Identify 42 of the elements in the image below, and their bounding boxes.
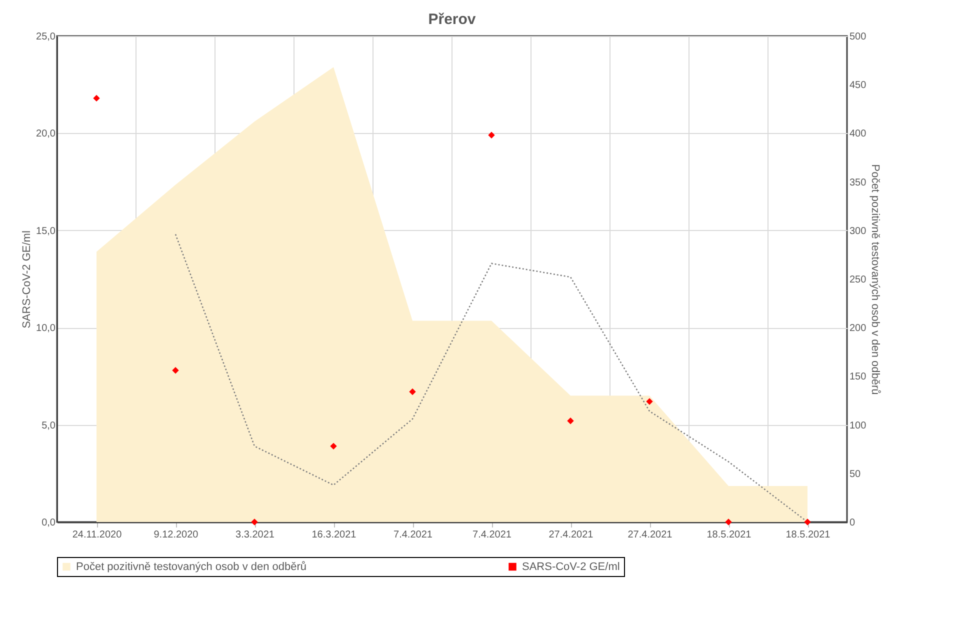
y2-tick-label: 100 [850, 420, 867, 432]
chart-title: Přerov [428, 11, 476, 28]
point [172, 367, 179, 374]
x-tick-label: 18.5.2021 [706, 530, 752, 540]
y-tick-label: 25,0 [36, 32, 56, 42]
x-tick-label: 24.11.2020 [72, 530, 122, 540]
legend-label: SARS-CoV-2 GE/ml [522, 560, 620, 573]
x-tick-label: 7.4.2021 [472, 530, 512, 540]
y2-axis-title: Počet pozitivně testovaných osob v den odběrů [869, 164, 882, 395]
point [409, 388, 416, 396]
y2-tick-label: 200 [850, 323, 867, 334]
point [251, 518, 258, 526]
x-tick-label: 18.5.2021 [786, 530, 831, 540]
y2-tick-label: 50 [850, 468, 862, 480]
y-tick-label: 10,0 [36, 323, 56, 334]
y-tick-label: 20,0 [36, 128, 56, 140]
y2-tick-label: 450 [850, 80, 867, 92]
y2-tick-label: 250 [850, 274, 867, 286]
y2-tick-label: 500 [850, 32, 867, 42]
x-tick-label: 27.4.2021 [548, 530, 594, 540]
y-tick-label: 15,0 [36, 226, 56, 237]
x-tick-label: 7.4.2021 [394, 530, 433, 540]
legend-label: Počet pozitivně testovaných osob v den odběrů [76, 560, 307, 573]
y2-tick-label: 350 [850, 177, 867, 188]
x-tick-label: 16.3.2021 [312, 530, 357, 540]
point [804, 518, 811, 526]
point [93, 94, 100, 102]
point [646, 398, 653, 405]
point [488, 132, 495, 138]
y-axis-title: SARS-CoV-2 GE/ml [21, 230, 34, 328]
x-tick-label: 27.4.2021 [628, 530, 673, 540]
y2-tick-label: 0 [850, 518, 856, 528]
y2-tick-label: 150 [850, 372, 867, 383]
x-tick-label: 9.12.2020 [154, 530, 199, 540]
point [567, 418, 574, 424]
y2-tick-label: 400 [850, 128, 867, 140]
x-tick-label: 3.3.2021 [236, 530, 275, 540]
y2-tick-label: 300 [850, 226, 867, 237]
point [725, 518, 732, 526]
y-tick-label: 5,0 [42, 420, 56, 432]
point [330, 442, 337, 450]
y-tick-label: 0,0 [42, 518, 56, 528]
